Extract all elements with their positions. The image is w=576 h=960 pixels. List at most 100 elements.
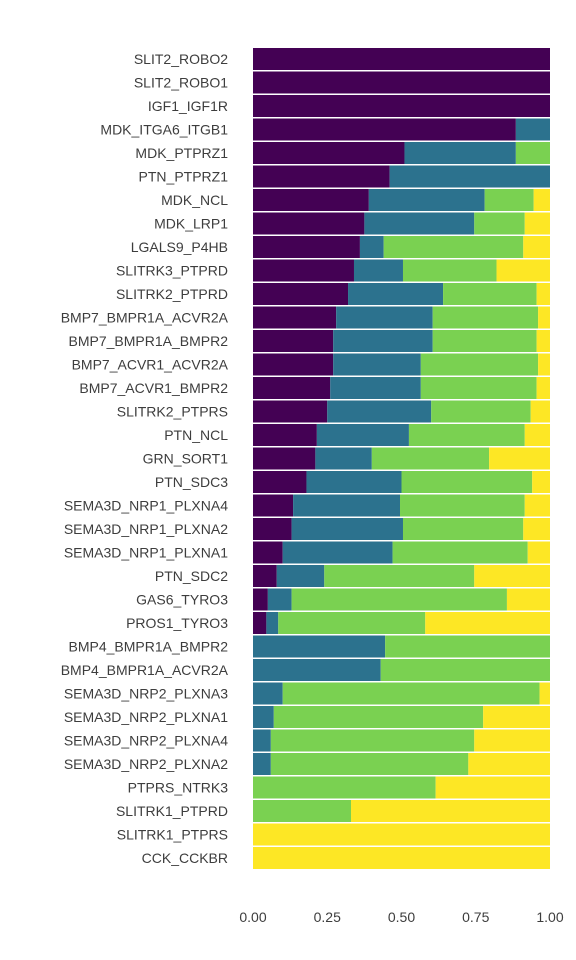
- bar-segment-3-mdk-lrp1: [474, 212, 525, 235]
- bar-segment-4-sema3d-nrp2-plxna1: [483, 706, 550, 728]
- bar-segment-3-sema3d-nrp1-plxna2: [402, 518, 524, 540]
- bar-segment-1-bmp7-bmpr1a-bmpr2: [253, 330, 334, 352]
- bar-segment-4-slitrk2-ptprd: [536, 283, 550, 305]
- bar-segment-2-grn-sort1: [315, 447, 372, 470]
- bar-segment-4-sema3d-nrp1-plxna1: [527, 541, 550, 564]
- bar-segment-2-bmp7-acvr1-acvr2a: [333, 353, 421, 376]
- bar-segment-2-ptn-ptprz1: [389, 165, 550, 188]
- bar-segment-2-slitrk3-ptprd: [353, 259, 403, 282]
- bar-segment-4-ptn-sdc2: [474, 565, 550, 587]
- bar-segment-3-lgals9-p4hb: [383, 236, 524, 258]
- bar-segment-3-sema3d-nrp2-plxna3: [282, 682, 540, 705]
- y-tick-label: LGALS9_P4HB: [131, 239, 228, 255]
- bar-segment-2-bmp7-acvr1-bmpr2: [330, 377, 421, 399]
- bar-segment-2-sema3d-nrp2-plxna3: [253, 682, 283, 705]
- bar-segment-3-ptn-sdc3: [401, 471, 533, 493]
- y-tick-label: BMP4_BMPR1A_BMPR2: [68, 639, 228, 655]
- x-axis-ticks: 0.00 0.25 0.50 0.75 1.00: [239, 909, 563, 925]
- bar-segment-1-ptn-sdc3: [253, 471, 307, 493]
- bar-segment-2-sema3d-nrp2-plxna2: [253, 753, 271, 775]
- bar-segment-3-ptn-ncl: [408, 424, 525, 446]
- bar-segment-3-sema3d-nrp2-plxna4: [270, 729, 475, 752]
- bar-segment-2-ptn-sdc2: [276, 565, 325, 587]
- bar-segment-2-sema3d-nrp2-plxna4: [253, 729, 271, 752]
- bar-segment-1-ptn-ncl: [253, 424, 317, 446]
- y-tick-label: SLITRK1_PTPRD: [116, 803, 228, 819]
- y-tick-label: SLITRK1_PTPRS: [117, 827, 228, 843]
- bar-segment-3-slitrk2-ptprs: [431, 400, 531, 423]
- bar-segment-4-slitrk2-ptprs: [530, 400, 550, 423]
- y-tick-label: MDK_NCL: [161, 192, 228, 208]
- bar-segment-2-slitrk2-ptprd: [348, 283, 444, 305]
- bar-segment-2-lgals9-p4hb: [359, 236, 384, 258]
- bar-segment-4-bmp7-bmpr1a-acvr2a: [538, 306, 550, 329]
- bar-segment-3-sema3d-nrp1-plxna4: [400, 494, 525, 517]
- bar-segment-4-sema3d-nrp1-plxna2: [523, 518, 550, 540]
- bar-segment-2-bmp4-bmpr1a-acvr2a: [253, 659, 381, 681]
- bar-segment-4-sema3d-nrp2-plxna2: [468, 753, 550, 775]
- y-tick-label: IGF1_IGF1R: [148, 98, 228, 114]
- y-tick-label: PTN_SDC2: [155, 568, 228, 584]
- y-tick-label: PTN_SDC3: [155, 474, 228, 490]
- y-tick-label: SEMA3D_NRP1_PLXNA4: [64, 498, 228, 514]
- bar-segment-3-slitrk1-ptprd: [253, 800, 352, 822]
- x-tick-label: 0.25: [314, 909, 341, 925]
- y-tick-label: BMP7_ACVR1_ACVR2A: [72, 357, 229, 373]
- bar-segment-1-igf1-igf1r: [253, 95, 550, 117]
- bar-segment-1-slit2-robo1: [253, 71, 550, 94]
- y-tick-label: SEMA3D_NRP2_PLXNA1: [64, 709, 228, 725]
- bar-segment-1-bmp7-bmpr1a-acvr2a: [253, 306, 337, 329]
- y-tick-label: SLITRK2_PTPRD: [116, 286, 228, 302]
- bar-segment-1-mdk-lrp1: [253, 212, 365, 235]
- y-tick-label: GAS6_TYRO3: [136, 592, 228, 608]
- bar-segment-1-sema3d-nrp1-plxna1: [253, 541, 283, 564]
- bar-segment-4-ptprs-ntrk3: [435, 776, 550, 799]
- bar-segment-3-slitrk3-ptprd: [402, 259, 497, 282]
- bar-segment-1-lgals9-p4hb: [253, 236, 360, 258]
- bar-segment-4-sema3d-nrp2-plxna4: [474, 729, 550, 752]
- bar-segment-4-bmp7-acvr1-bmpr2: [536, 377, 550, 399]
- bar-segment-1-ptn-sdc2: [253, 565, 277, 587]
- bars-group: [253, 48, 550, 869]
- bar-segment-2-sema3d-nrp1-plxna2: [291, 518, 403, 540]
- y-tick-label: PTPRS_NTRK3: [128, 780, 229, 796]
- y-tick-label: SEMA3D_NRP1_PLXNA2: [64, 521, 228, 537]
- bar-segment-4-slitrk1-ptprd: [351, 800, 550, 822]
- bar-segment-3-sema3d-nrp2-plxna1: [273, 706, 484, 728]
- bar-segment-1-grn-sort1: [253, 447, 316, 470]
- y-tick-label: SEMA3D_NRP1_PLXNA1: [64, 545, 228, 561]
- bar-segment-3-slitrk2-ptprd: [443, 283, 537, 305]
- bar-segment-3-grn-sort1: [371, 447, 490, 470]
- bar-segment-2-sema3d-nrp2-plxna1: [253, 706, 274, 728]
- bar-segment-2-pros1-tyro3: [266, 612, 279, 634]
- y-tick-label: SLIT2_ROBO2: [134, 51, 228, 67]
- bar-segment-2-mdk-itga6-itgb1: [515, 118, 550, 141]
- bar-segment-3-bmp4-bmpr1a-acvr2a: [380, 659, 550, 681]
- x-tick-label: 0.75: [462, 909, 489, 925]
- bar-segment-2-mdk-ptprz1: [404, 142, 516, 164]
- y-tick-label: PTN_NCL: [164, 427, 228, 443]
- bar-segment-2-bmp7-bmpr1a-bmpr2: [333, 330, 433, 352]
- bar-segment-3-mdk-ncl: [484, 189, 534, 211]
- bar-segment-1-mdk-ptprz1: [253, 142, 405, 164]
- bar-segment-1-sema3d-nrp1-plxna4: [253, 494, 294, 517]
- bar-segment-4-ptn-sdc3: [532, 471, 550, 493]
- bar-segment-2-mdk-ncl: [368, 189, 485, 211]
- bar-segment-1-slitrk2-ptprs: [253, 400, 328, 423]
- y-tick-label: BMP7_BMPR1A_BMPR2: [68, 333, 228, 349]
- bar-segment-4-bmp7-acvr1-acvr2a: [538, 353, 550, 376]
- y-tick-label: SLITRK3_PTPRD: [116, 263, 228, 279]
- y-tick-label: PROS1_TYRO3: [126, 615, 228, 631]
- y-tick-label: MDK_LRP1: [154, 216, 228, 232]
- bar-segment-1-slitrk3-ptprd: [253, 259, 354, 282]
- y-tick-label: SLIT2_ROBO1: [134, 75, 228, 91]
- x-tick-label: 1.00: [536, 909, 563, 925]
- y-axis-labels: SLIT2_ROBO2 SLIT2_ROBO1 IGF1_IGF1R MDK_ITGA…: [61, 51, 229, 866]
- bar-segment-3-sema3d-nrp2-plxna2: [270, 753, 469, 775]
- bar-segment-2-sema3d-nrp1-plxna1: [282, 541, 393, 564]
- bar-segment-2-mdk-lrp1: [364, 212, 475, 235]
- y-tick-label: GRN_SORT1: [143, 451, 229, 467]
- bar-segment-1-sema3d-nrp1-plxna2: [253, 518, 292, 540]
- bar-segment-2-bmp4-bmpr1a-bmpr2: [253, 635, 386, 658]
